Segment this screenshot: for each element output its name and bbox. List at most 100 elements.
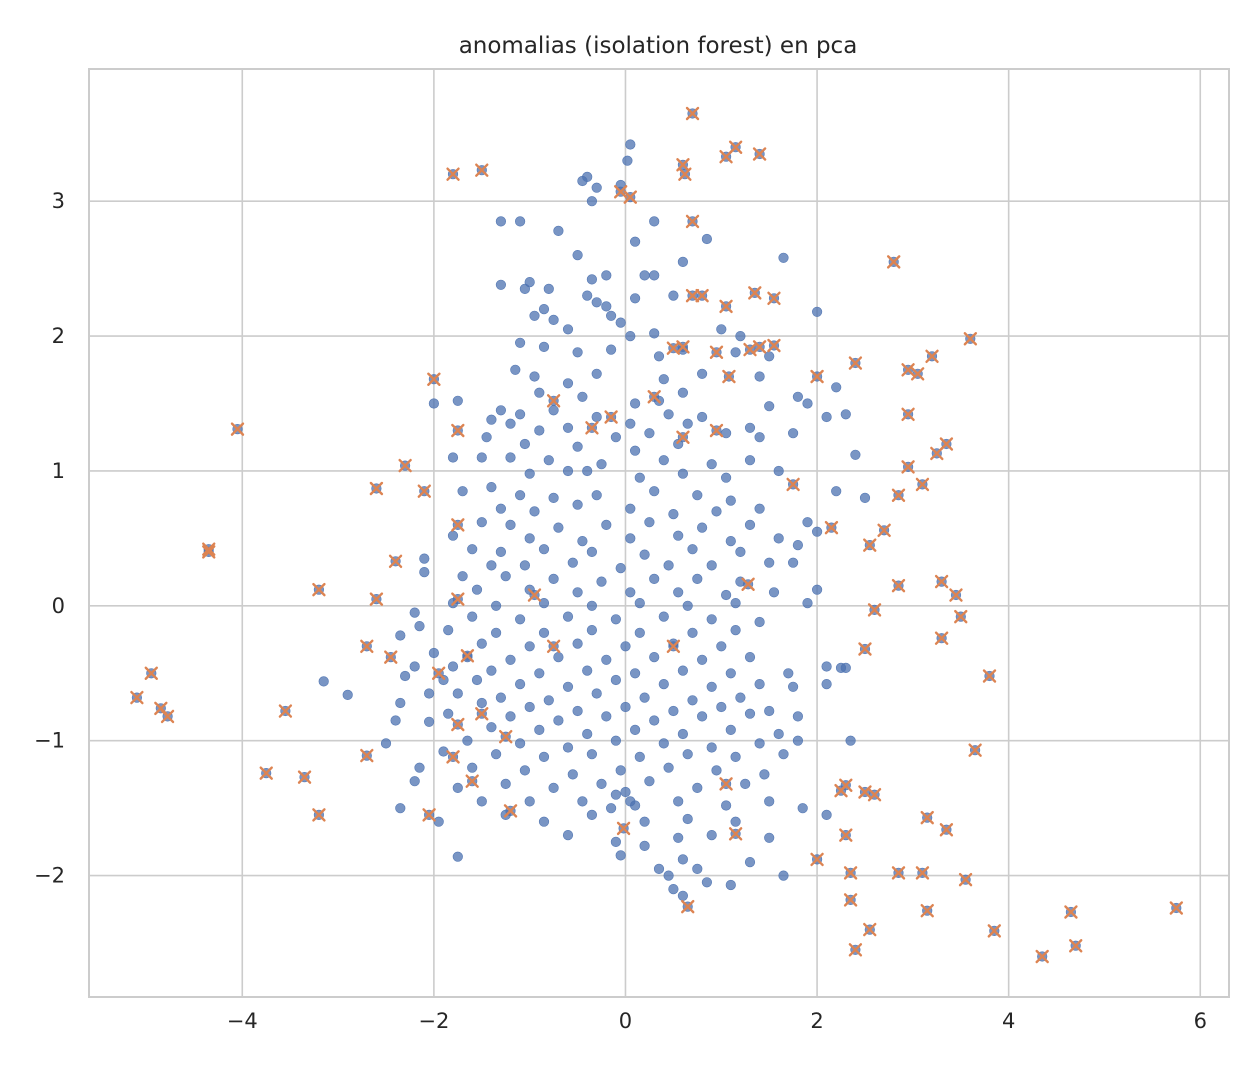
data-point xyxy=(639,549,650,560)
anomaly-marker xyxy=(877,523,891,538)
data-point xyxy=(735,692,746,703)
data-point xyxy=(433,816,444,827)
data-point xyxy=(577,535,588,547)
anomaly-marker xyxy=(1064,905,1078,919)
data-point xyxy=(673,530,684,541)
data-point xyxy=(773,533,784,544)
data-point xyxy=(591,368,602,379)
data-point xyxy=(720,472,732,483)
grid-lines xyxy=(89,69,1229,997)
data-point xyxy=(696,711,708,722)
anomaly-marker xyxy=(460,649,475,663)
data-point xyxy=(754,738,765,749)
data-point xyxy=(553,522,564,533)
anomaly-marker xyxy=(709,345,724,359)
data-point xyxy=(783,668,794,679)
data-point xyxy=(495,692,507,703)
data-point xyxy=(764,557,775,568)
data-point xyxy=(586,274,598,285)
y-tick-label: 1 xyxy=(52,459,65,483)
data-point xyxy=(582,665,593,676)
x-tick-label: −4 xyxy=(227,1009,258,1033)
data-point xyxy=(514,337,526,348)
data-point xyxy=(447,530,459,541)
data-point xyxy=(821,661,832,672)
data-point xyxy=(615,765,626,776)
data-point xyxy=(629,398,641,409)
y-tick-label: −1 xyxy=(34,729,65,753)
data-point xyxy=(572,250,583,261)
data-point xyxy=(601,711,612,722)
data-point xyxy=(764,705,775,717)
anomaly-marker xyxy=(202,542,216,556)
anomaly-marker xyxy=(685,288,700,303)
data-point xyxy=(754,678,765,690)
data-point xyxy=(811,584,823,595)
anomaly-marker xyxy=(934,574,949,589)
data-point xyxy=(601,301,612,312)
data-point xyxy=(395,697,406,709)
anomaly-marker xyxy=(930,446,944,461)
data-point xyxy=(625,418,636,429)
data-point xyxy=(553,651,564,663)
data-point xyxy=(409,607,420,618)
anomaly-marker xyxy=(786,477,800,492)
anomaly-marker xyxy=(834,783,848,798)
data-point xyxy=(548,314,559,326)
data-point xyxy=(457,486,468,497)
data-point xyxy=(476,697,487,709)
data-point xyxy=(673,796,684,807)
data-point xyxy=(500,778,511,790)
data-point xyxy=(538,627,550,638)
data-point xyxy=(625,587,636,598)
data-point xyxy=(629,724,641,736)
anomaly-marker xyxy=(604,410,618,424)
data-point xyxy=(644,776,655,787)
data-point xyxy=(572,587,583,598)
anomaly-marker xyxy=(685,214,700,229)
data-point xyxy=(543,695,554,706)
data-point xyxy=(821,809,832,821)
data-point xyxy=(744,455,756,466)
data-point xyxy=(730,751,741,763)
anomaly-marker xyxy=(312,808,326,822)
data-point xyxy=(395,803,406,814)
anomaly-marker xyxy=(891,866,906,880)
data-point xyxy=(524,796,535,807)
data-point xyxy=(514,216,526,227)
data-point xyxy=(534,387,545,398)
data-point xyxy=(754,371,765,382)
data-point xyxy=(644,428,655,439)
data-point xyxy=(586,196,598,207)
anomaly-marker xyxy=(722,369,736,384)
anomaly-marker xyxy=(422,808,436,822)
data-point xyxy=(409,661,420,672)
data-point xyxy=(452,851,463,862)
data-point xyxy=(787,428,799,439)
data-point xyxy=(663,409,674,420)
data-point xyxy=(787,681,799,692)
data-point xyxy=(591,490,602,501)
data-point xyxy=(318,676,329,687)
data-point xyxy=(505,711,516,722)
data-point xyxy=(792,391,804,402)
data-point xyxy=(529,506,540,517)
data-point xyxy=(610,674,622,686)
data-point xyxy=(720,428,732,439)
data-point xyxy=(491,627,502,638)
data-point xyxy=(562,378,574,389)
data-point xyxy=(620,786,631,798)
data-point xyxy=(625,139,636,150)
x-tick-label: 4 xyxy=(1002,1009,1015,1033)
data-point xyxy=(658,611,669,622)
data-point xyxy=(706,681,717,692)
data-point xyxy=(495,216,507,227)
data-point xyxy=(514,490,526,501)
data-point xyxy=(567,557,578,568)
anomaly-marker xyxy=(982,669,997,683)
anomaly-marker xyxy=(939,823,954,837)
data-point xyxy=(424,688,435,699)
data-point xyxy=(447,661,459,672)
anomaly-marker xyxy=(719,299,733,314)
data-point xyxy=(821,678,832,690)
